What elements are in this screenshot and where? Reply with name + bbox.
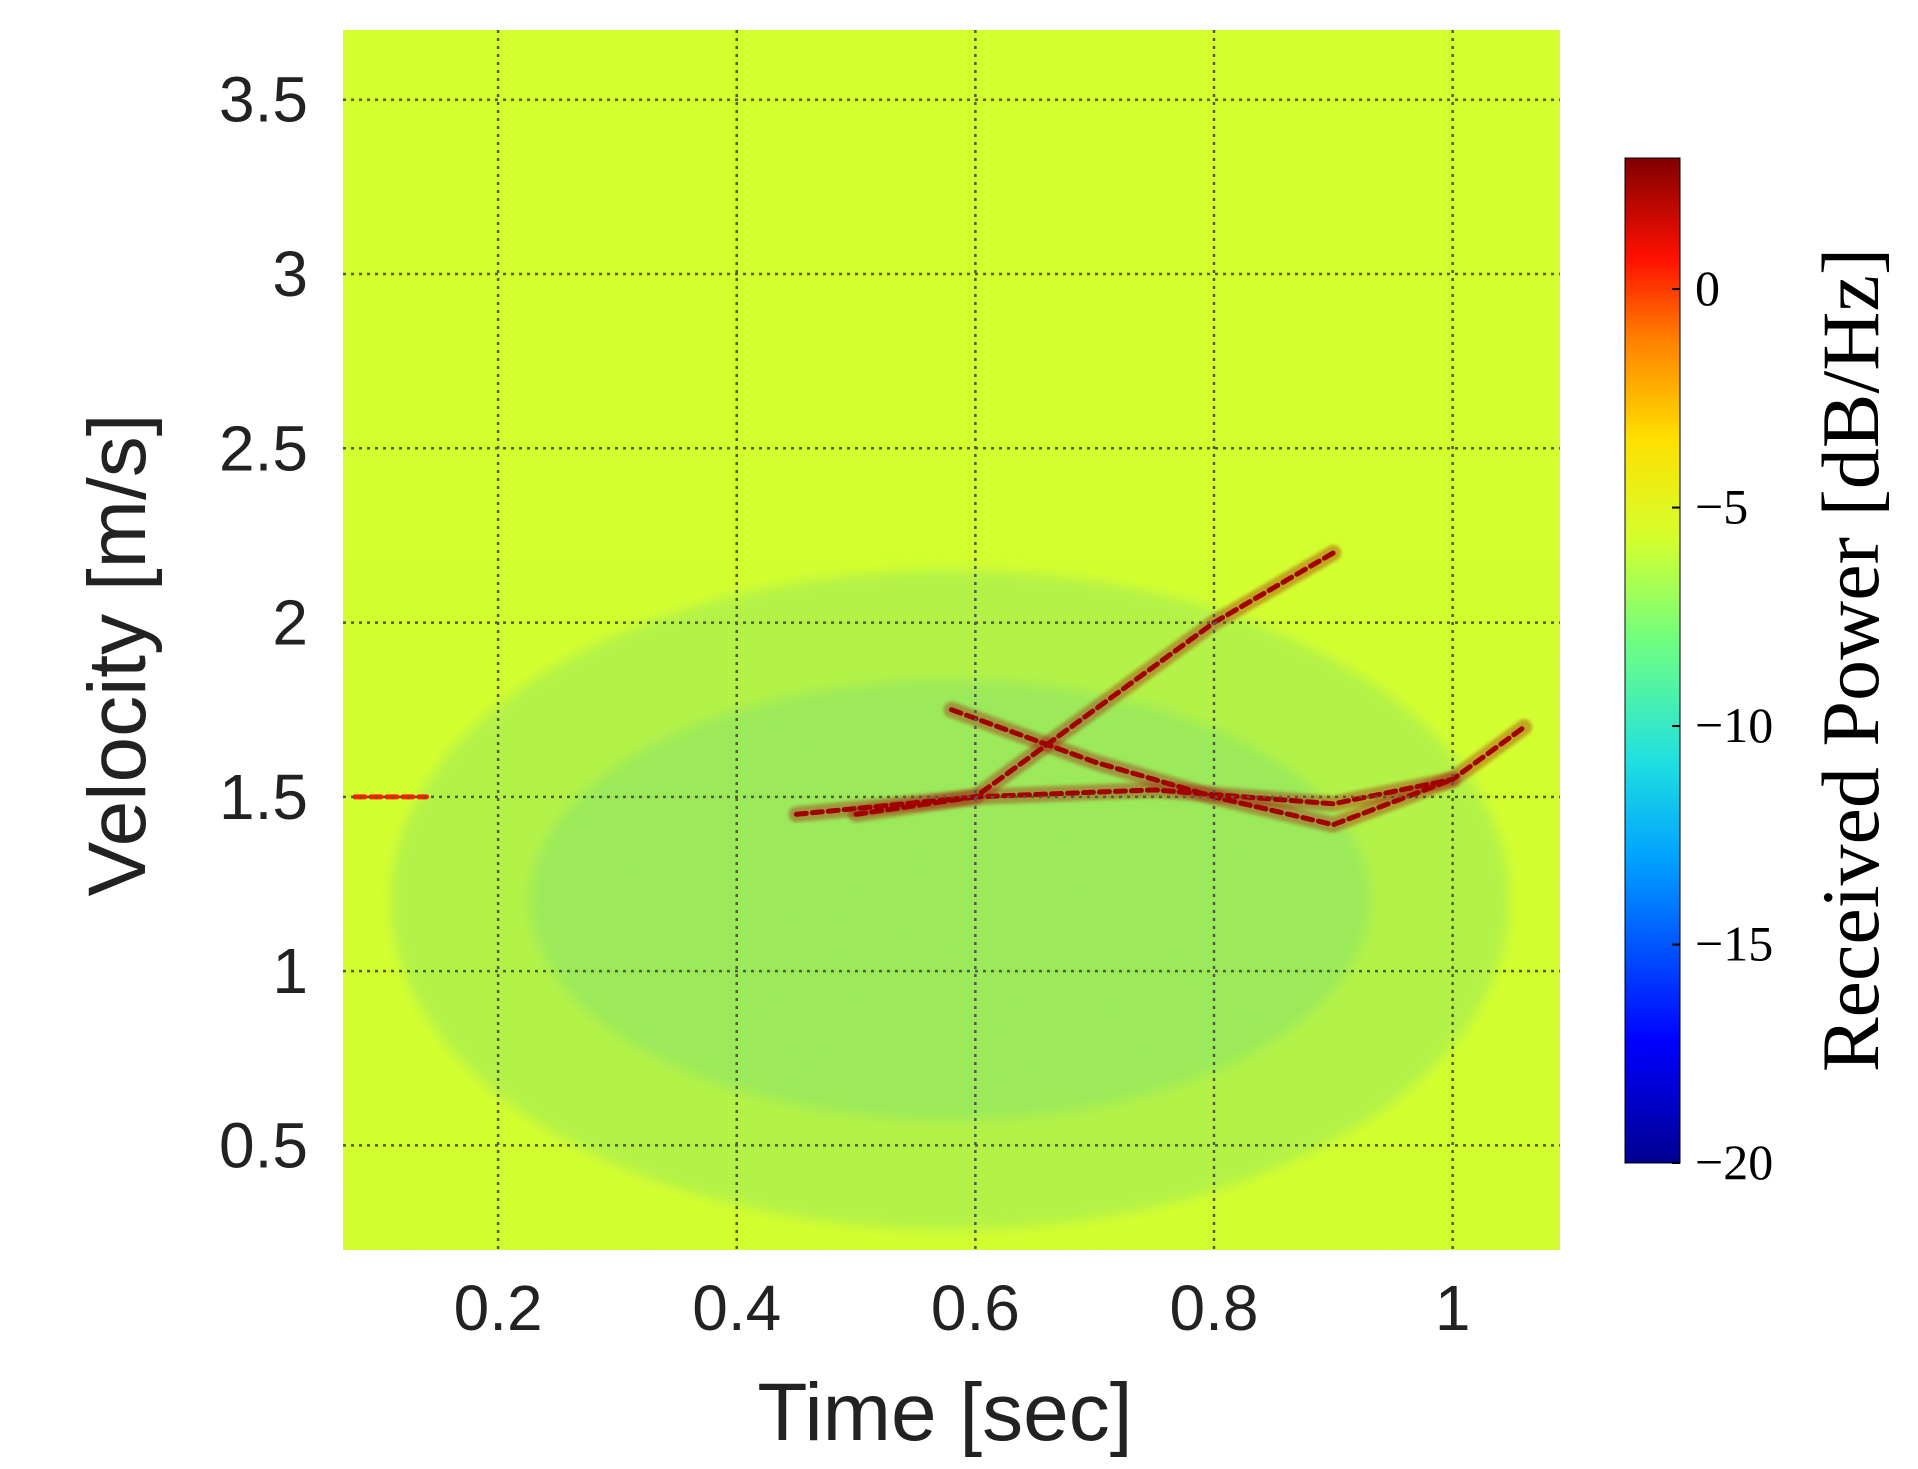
colorbar-tick-layer: 0 −5 −10 −15 −20: [1672, 260, 1773, 1190]
colorbar-tick-label: −20: [1695, 1134, 1773, 1190]
x-axis-title: Time [sec]: [757, 1367, 1132, 1458]
feature-layer: [346, 544, 1533, 833]
x-tick-label: 0.2: [454, 1272, 543, 1344]
x-tick-label: 0.6: [931, 1272, 1020, 1344]
feature-line-3: [949, 707, 1456, 828]
x-tick-layer: 0.2 0.4 0.6 0.8 1: [454, 1272, 1471, 1344]
plot-area: [343, 30, 1560, 1250]
y-tick-label: 1.5: [219, 761, 308, 833]
colorbar-tick-label: 0: [1695, 260, 1720, 316]
y-tick-label: 0.5: [219, 1109, 308, 1181]
y-axis-title: Velocity [m/s]: [72, 413, 163, 896]
colorbar: [1624, 157, 1681, 1164]
grid-layer: [343, 30, 1560, 1250]
y-tick-label: 2.5: [219, 412, 308, 484]
noise-texture: [343, 560, 1560, 1250]
y-tick-layer: 0.5 1 1.5 2 2.5 3 3.5: [219, 64, 308, 1182]
colorbar-tick-label: −5: [1695, 479, 1748, 535]
feature-line-2: [853, 550, 1336, 817]
colorbar-title: Received Power [dB/Hz]: [1805, 248, 1896, 1072]
y-tick-label: 3: [272, 238, 308, 310]
x-tick-label: 1: [1435, 1272, 1471, 1344]
colorbar-tick-label: −10: [1695, 697, 1773, 753]
x-tick-label: 0.8: [1170, 1272, 1259, 1344]
y-tick-label: 2: [272, 587, 308, 659]
y-tick-label: 1: [272, 935, 308, 1007]
y-tick-label: 3.5: [219, 64, 308, 136]
colorbar-tick-label: −15: [1695, 916, 1773, 972]
x-tick-label: 0.4: [692, 1272, 781, 1344]
